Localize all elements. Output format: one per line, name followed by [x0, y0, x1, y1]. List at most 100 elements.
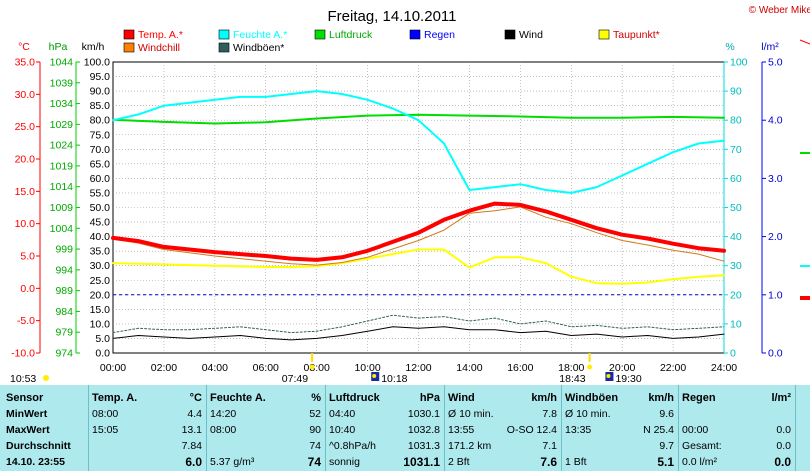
- temp-tick-label: 0.0: [20, 283, 35, 295]
- table-cell-row: 9.7: [565, 439, 674, 453]
- legend-swatch: [504, 29, 516, 40]
- pressure-tick-label: 1014: [50, 181, 74, 193]
- row-label-min: MinWert: [6, 408, 48, 420]
- table-cell-label: 5.37 g/m³: [210, 456, 255, 468]
- wind-tick-label: 85.0: [90, 100, 111, 112]
- rain-tick-label: 2.0: [768, 231, 783, 243]
- legend-label: Taupunkt*: [613, 29, 660, 41]
- pressure-tick-label: 1019: [50, 160, 74, 172]
- legend-label: Regen: [424, 29, 455, 41]
- temp-tick-label: 10.0: [15, 218, 36, 230]
- table-cell-value: 6.0: [185, 455, 202, 469]
- table-cell-row: 00:00 0.0: [682, 423, 791, 437]
- table-cell-row: ^0.8hPa/h 1031.3: [329, 439, 440, 453]
- table-cell-row: 74: [210, 439, 321, 453]
- table-cell-label: Ø 10 min.: [448, 408, 494, 420]
- table-column: Windböen km/h Ø 10 min. 9.6 13:35 N 25.4 9.7 1 …: [565, 385, 674, 471]
- column-header: Wind km/h: [448, 391, 557, 405]
- table-cell-value: 1032.8: [407, 424, 440, 436]
- humidity-tick-label: 90: [730, 86, 742, 98]
- table-cell-value: N 25.4: [643, 424, 674, 436]
- rain-tick-label: 0.0: [768, 348, 783, 360]
- wind-tick-label: 65.0: [90, 158, 111, 170]
- pressure-tick-label: 984: [55, 306, 73, 318]
- x-tick-label: 08:00: [304, 362, 330, 374]
- wind-tick-label: 20.0: [90, 289, 111, 301]
- column-header: Regen l/m²: [682, 391, 791, 405]
- x-tick-label: 00:00: [100, 362, 126, 374]
- rain-tick-label: 3.0: [768, 173, 783, 185]
- col-sensor-header: Sensor: [6, 392, 44, 404]
- wind-tick-label: 5.0: [95, 333, 110, 345]
- right-edge-markers: [799, 39, 810, 300]
- col-sensor: Sensor MinWert MaxWert Durchschnitt 14.1…: [6, 385, 86, 471]
- table-cell-label: 15:05: [92, 424, 119, 436]
- legend-label: Windchill: [138, 42, 180, 54]
- table-cell-value: 4.4: [187, 408, 202, 420]
- table-cell-row: 171.2 km 7.1: [448, 439, 557, 453]
- humidity-tick-label: 50: [730, 202, 742, 214]
- sun-time-label: 10:53: [10, 373, 36, 385]
- column-header: Feuchte A.%: [210, 391, 321, 405]
- unit-label-pressure: hPa: [49, 41, 68, 53]
- table-cell-value: 7.84: [181, 440, 202, 452]
- table-cell-value: 1030.1: [407, 408, 440, 420]
- table-cell-label: 1 Bft: [565, 456, 587, 468]
- table-cell-label: 10:40: [329, 424, 356, 436]
- series-line-wind: [112, 326, 725, 341]
- pressure-tick-label: 1039: [50, 77, 74, 89]
- wind-tick-label: 80.0: [90, 115, 111, 127]
- unit-label-humidity: %: [725, 41, 734, 53]
- table-cell-label: 04:40: [329, 408, 356, 420]
- table-cell-label: 00:00: [682, 424, 709, 436]
- column-header-label: Windböen: [565, 392, 619, 404]
- table-cell-value: 9.7: [659, 440, 674, 452]
- wind-tick-label: 40.0: [90, 231, 111, 243]
- humidity-tick-label: 0: [730, 348, 736, 360]
- table-cell-label: Gesamt:: [682, 440, 722, 452]
- wind-tick-label: 0.0: [95, 348, 110, 360]
- column-header: Temp. A. °C: [92, 391, 202, 405]
- legend-label: Windböen*: [233, 42, 284, 54]
- x-tick-label: 06:00: [253, 362, 279, 374]
- table-column: Temp. A. °C 08:00 4.4 15:05 13.1 7.84 6.0: [92, 385, 202, 471]
- pressure-tick-label: 989: [55, 285, 73, 297]
- column-header: Luftdruck hPa: [329, 391, 440, 405]
- table-column: Luftdruck hPa 04:40 1030.1 10:40 1032.8 ^0.8hP…: [329, 385, 440, 471]
- table-cell-value: 90: [309, 424, 321, 436]
- table-cell-row: 6.0: [92, 455, 202, 469]
- humidity-tick-label: 80: [730, 115, 742, 127]
- table-cell-row: 08:00 90: [210, 423, 321, 437]
- table-cell-label: ^0.8hPa/h: [329, 440, 376, 452]
- legend-swatch: [314, 29, 326, 40]
- table-cell-value: 7.8: [542, 408, 557, 420]
- humidity-tick-label: 100: [730, 57, 748, 69]
- moon-time-label: 10:18: [381, 373, 407, 385]
- column-header-unit: l/m²: [771, 392, 791, 404]
- table-cell-row: 14:20 52: [210, 407, 321, 421]
- sun-icon: [43, 375, 49, 381]
- x-tick-label: 04:00: [202, 362, 228, 374]
- wind-tick-label: 100.0: [84, 57, 110, 69]
- unit-label-rain: l/m²: [761, 41, 779, 53]
- table-cell-row: 15:05 13.1: [92, 423, 202, 437]
- pressure-tick-label: 1034: [50, 98, 74, 110]
- temp-tick-label: 15.0: [15, 186, 36, 198]
- legend-swatch: [218, 29, 230, 40]
- legend-swatch: [409, 29, 421, 40]
- x-tick-label: 16:00: [507, 362, 533, 374]
- column-header-label: Luftdruck: [329, 392, 380, 404]
- column-header-label: Wind: [448, 392, 475, 404]
- humidity-tick-label: 30: [730, 260, 742, 272]
- column-header-label: Regen: [682, 392, 716, 404]
- wind-tick-label: 50.0: [90, 202, 111, 214]
- temp-tick-label: 30.0: [15, 89, 36, 101]
- series-line-temp: [111, 201, 726, 262]
- table-cell-label: 08:00: [92, 408, 119, 420]
- column-header: Windböen km/h: [565, 391, 674, 405]
- legend-swatch: [123, 29, 135, 40]
- legend-swatch: [218, 42, 230, 53]
- column-header-label: Temp. A.: [92, 392, 138, 404]
- x-tick-label: 22:00: [660, 362, 686, 374]
- table-cell-label: 13:55: [448, 424, 475, 436]
